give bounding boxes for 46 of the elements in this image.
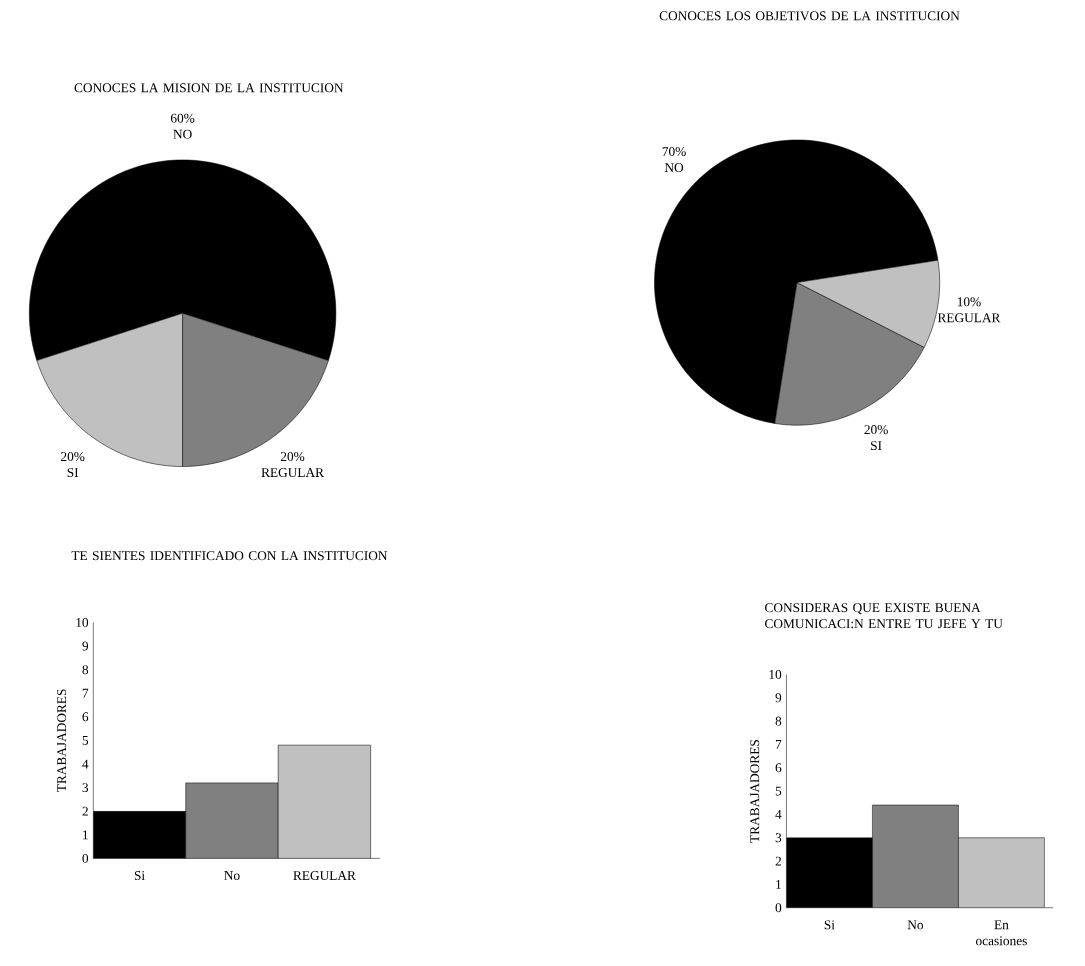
slice-label: REGULAR	[937, 313, 1001, 323]
data-label: 20%	[61, 451, 85, 461]
chart-title: TE SIENTES IDENTIFICADO CON LA INSTITUCION	[71, 551, 388, 560]
y-tick-label: 1	[83, 830, 88, 840]
slice-label: REGULAR	[261, 467, 324, 477]
y-tick-label: 9	[82, 641, 89, 651]
y-tick-label: 5	[82, 735, 89, 745]
slice-label: NO	[664, 162, 684, 172]
y-tick-label: 7	[775, 739, 782, 749]
chart-title: CONOCES LA MISION DE LA INSTITUCION	[74, 83, 344, 93]
y-tick-label: 0	[82, 853, 89, 863]
y-tick-label: 8	[775, 716, 782, 726]
y-tick-label: 3	[775, 833, 782, 843]
data-label: 10%	[957, 297, 981, 307]
y-tick-label: 2	[82, 806, 88, 816]
y-tick-label: 1	[776, 879, 781, 889]
data-label: 70%	[662, 146, 686, 156]
y-tick-label: 4	[82, 759, 89, 769]
y-tick-label: 7	[82, 688, 89, 698]
y-tick-label: 10	[769, 669, 782, 679]
y-tick-label: 3	[82, 782, 89, 792]
y-tick-label: 2	[775, 856, 781, 866]
y-tick-label: 0	[775, 903, 782, 913]
x-tick-label: Si	[824, 920, 835, 930]
x-tick-label: Si	[134, 870, 145, 880]
data-label: 20%	[280, 451, 305, 461]
x-tick-label: No	[907, 920, 924, 930]
slice-label: SI	[67, 467, 79, 477]
y-axis-title: TRABAJADORES	[57, 689, 67, 792]
slice-label: NO	[173, 129, 192, 139]
data-label: 20%	[864, 424, 888, 434]
y-tick-label: 9	[775, 693, 782, 703]
slice-label: SI	[871, 440, 882, 450]
x-tick-label: REGULAR	[293, 870, 356, 880]
y-tick-label: 4	[775, 809, 782, 819]
chart-title: CONSIDERAS QUE EXISTE BUENA COMUNICACI:N ENTRE TU JEFE Y TU	[765, 603, 1003, 629]
x-tick-label: No	[224, 870, 240, 880]
x-tick-label: En ocasiones	[976, 920, 1027, 946]
y-tick-label: 10	[76, 617, 89, 627]
data-label: 60%	[170, 113, 195, 123]
y-tick-label: 6	[82, 712, 89, 722]
y-axis-title: TRABAJADORES	[750, 739, 760, 843]
chart-title: CONOCES LOS OBJETIVOS DE LA INSTITUCION	[659, 11, 960, 21]
y-tick-label: 6	[775, 763, 782, 773]
y-tick-label: 8	[82, 664, 89, 674]
y-tick-label: 5	[775, 786, 782, 796]
